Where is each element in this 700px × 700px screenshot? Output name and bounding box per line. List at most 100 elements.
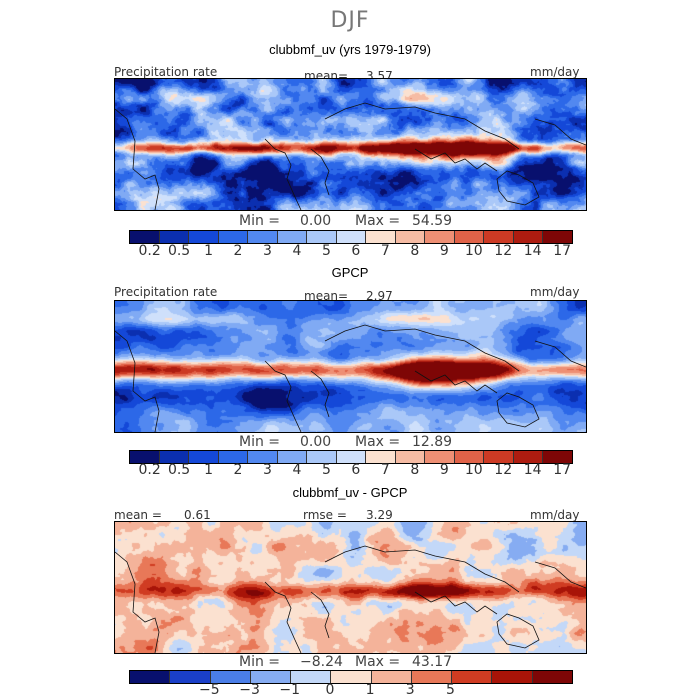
- colorbar-tick-label: 8: [410, 243, 420, 259]
- panel-1-map: [114, 78, 587, 211]
- colorbar-swatch: [331, 671, 372, 683]
- coastline: [534, 561, 586, 589]
- colorbar-swatch: [411, 671, 453, 683]
- colorbar-swatch: [277, 451, 308, 463]
- coastline: [264, 138, 302, 210]
- colorbar-swatch: [130, 451, 160, 463]
- colorbar-swatch: [484, 231, 514, 243]
- colorbar-tick-label: −5: [199, 682, 220, 698]
- colorbar-swatch: [371, 671, 412, 683]
- panel-2-min-label: Min =: [239, 434, 281, 450]
- colorbar-tick-label: 6: [351, 243, 361, 259]
- panel-1-colorbar: [129, 230, 573, 244]
- panel-3-coastlines: [115, 545, 586, 653]
- panel-2-max-value: 12.89: [412, 434, 453, 450]
- colorbar-tick-label: −3: [239, 682, 260, 698]
- colorbar-tick-label: 14: [523, 243, 542, 259]
- colorbar-tick-label: 12: [494, 243, 513, 259]
- colorbar-tick-label: 10: [464, 243, 483, 259]
- colorbar-swatch: [395, 451, 426, 463]
- panel-3-max-value: 43.17: [412, 654, 453, 670]
- colorbar-swatch: [425, 231, 455, 243]
- panel-3-rmse-label: rmse =: [303, 508, 347, 522]
- colorbar-tick-label: 17: [553, 243, 572, 259]
- colorbar-tick-label: 8: [410, 462, 420, 478]
- panel-3-mean-label: mean =: [114, 508, 162, 522]
- panel-1-field: [115, 79, 586, 210]
- colorbar-tick-label: 10: [464, 462, 483, 478]
- panel-1-variable-label: Precipitation rate: [114, 65, 218, 79]
- colorbar-tick-label: 6: [351, 462, 361, 478]
- panel-2-max-label: Max =: [355, 434, 401, 450]
- panel-3-min-label: Min =: [239, 654, 281, 670]
- panel-2-field: [115, 301, 586, 432]
- panel-3-mean-value: 0.61: [184, 508, 211, 522]
- coastline: [115, 551, 160, 653]
- colorbar-tick-label: 7: [380, 462, 390, 478]
- colorbar-swatch: [159, 451, 190, 463]
- colorbar-tick-label: −1: [279, 682, 301, 698]
- coastline: [496, 392, 540, 428]
- panel-2-mean-label: mean=: [304, 289, 349, 303]
- colorbar-swatch: [366, 451, 396, 463]
- colorbar-swatch: [454, 231, 485, 243]
- panel-2-mean-value: 2.97: [366, 289, 393, 303]
- panel-2-variable-label: Precipitation rate: [114, 285, 218, 299]
- colorbar-swatch: [543, 451, 572, 463]
- colorbar-tick-label: 0: [325, 682, 335, 698]
- coastline: [115, 330, 160, 432]
- panel-3-max-label: Max =: [355, 654, 401, 670]
- colorbar-swatch: [250, 671, 292, 683]
- season-title: DJF: [330, 8, 370, 33]
- colorbar-swatch: [425, 451, 455, 463]
- colorbar-swatch: [291, 671, 332, 683]
- colorbar-tick-label: 5: [321, 462, 331, 478]
- colorbar-swatch: [210, 671, 251, 683]
- panel-3-units-label: mm/day: [530, 508, 580, 522]
- colorbar-tick-label: 4: [292, 462, 302, 478]
- colorbar-tick-label: 0.5: [167, 243, 191, 259]
- colorbar-swatch: [248, 231, 278, 243]
- panel-2-title: GPCP: [331, 265, 369, 280]
- coastline: [115, 108, 160, 210]
- colorbar-tick-label: 3: [405, 682, 415, 698]
- colorbar-swatch: [513, 231, 544, 243]
- colorbar-tick-label: 4: [292, 243, 302, 259]
- colorbar-swatch: [218, 231, 249, 243]
- panel-3-title: clubbmf_uv - GPCP: [292, 485, 408, 500]
- colorbar-swatch: [543, 231, 572, 243]
- colorbar-swatch: [532, 671, 572, 683]
- coastline: [310, 370, 330, 418]
- colorbar-tick-label: 1: [204, 243, 214, 259]
- panel-2-coastlines: [115, 324, 586, 432]
- panel-3-field: [115, 522, 586, 653]
- coastline: [414, 148, 498, 172]
- coastline: [324, 545, 520, 593]
- colorbar-swatch: [170, 671, 211, 683]
- colorbar-swatch: [277, 231, 308, 243]
- colorbar-swatch: [189, 451, 219, 463]
- coastline: [496, 170, 540, 206]
- panel-2-colorbar: [129, 450, 573, 464]
- colorbar-tick-label: 0.5: [167, 462, 191, 478]
- coastline: [534, 340, 586, 368]
- colorbar-swatch: [130, 231, 160, 243]
- colorbar-tick-label: 5: [321, 243, 331, 259]
- colorbar-swatch: [159, 231, 190, 243]
- colorbar-tick-label: 3: [263, 462, 272, 478]
- coastline: [324, 324, 520, 372]
- colorbar-tick-label: 3: [263, 243, 272, 259]
- panel-1-min-value: 0.00: [300, 213, 332, 229]
- colorbar-tick-label: 14: [523, 462, 542, 478]
- colorbar-swatch: [513, 451, 544, 463]
- panel-2-map: [114, 300, 587, 433]
- colorbar-swatch: [484, 451, 514, 463]
- colorbar-swatch: [130, 671, 171, 683]
- colorbar-tick-label: 12: [494, 462, 513, 478]
- colorbar-swatch: [248, 451, 278, 463]
- panel-1-max-value: 54.59: [412, 213, 453, 229]
- coastline: [310, 148, 330, 196]
- panel-3-rmse-value: 3.29: [366, 508, 393, 522]
- colorbar-swatch: [307, 231, 337, 243]
- colorbar-swatch: [307, 451, 337, 463]
